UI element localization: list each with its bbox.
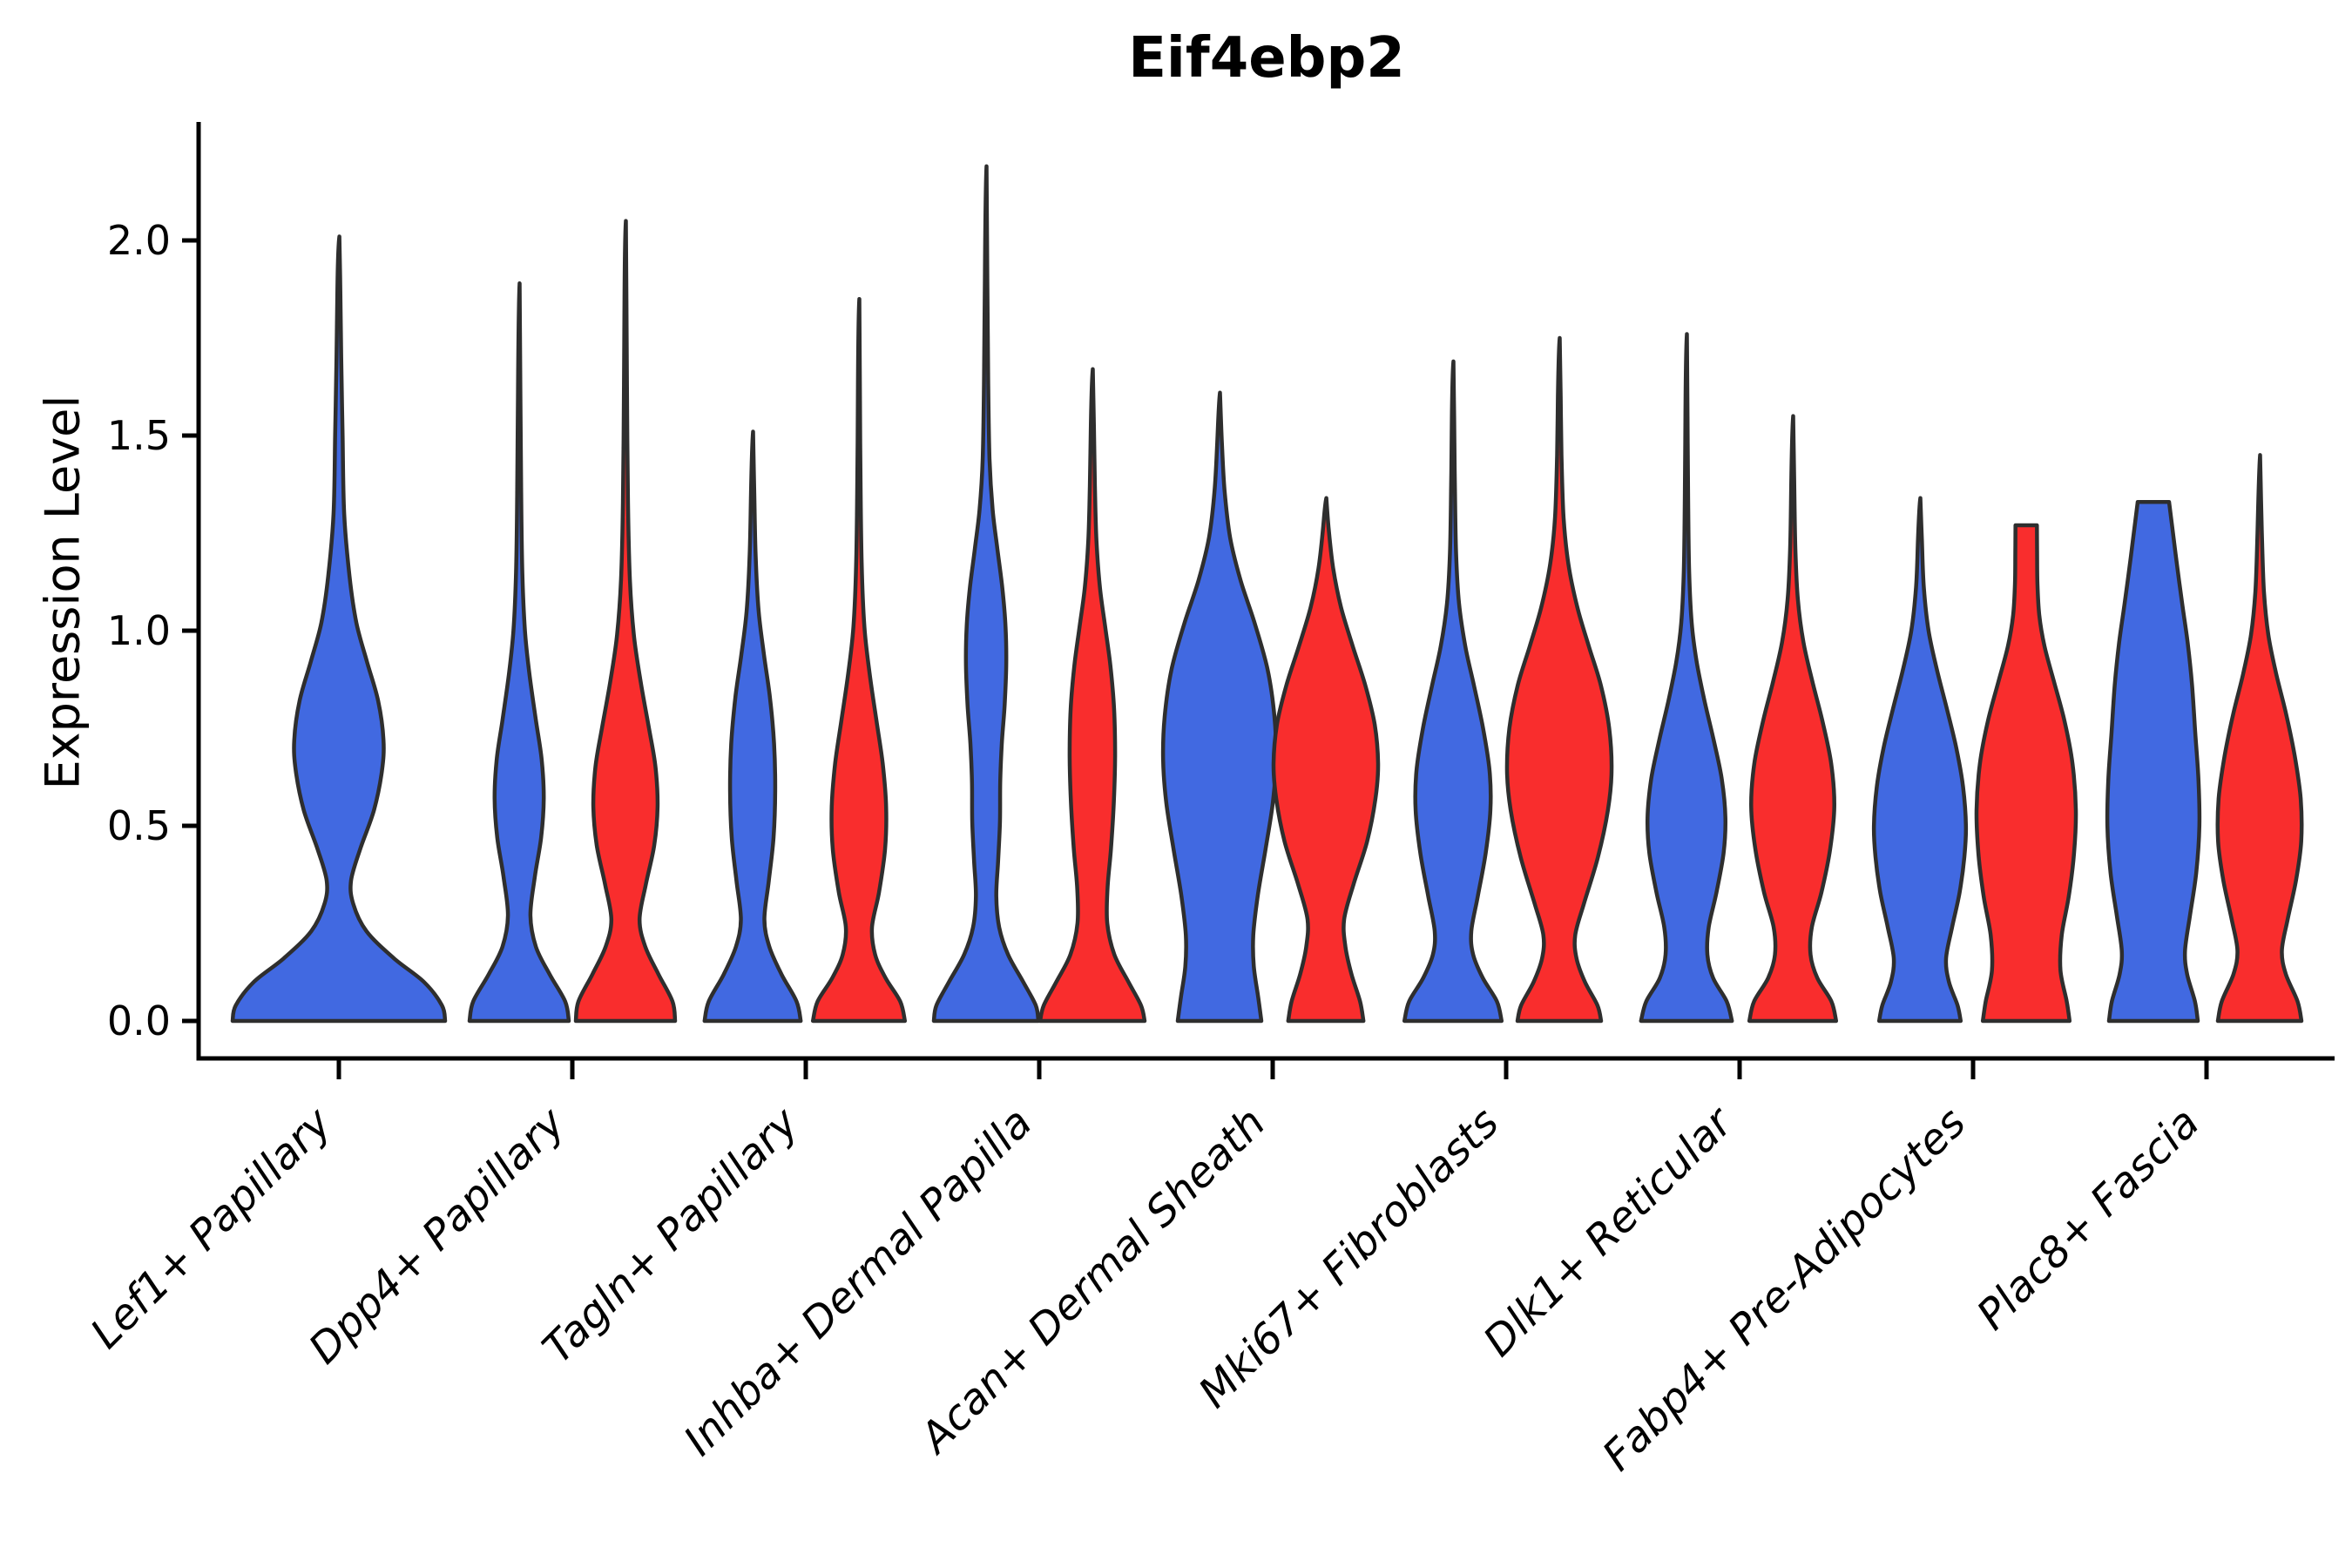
x-tick-label: Dpp4+ Papillary [300, 1098, 575, 1373]
violin-tagln-papillary-blue [702, 429, 803, 1024]
violin-dpp4-papillary-blue [467, 281, 571, 1024]
violin-dlk1-reticular-red [1747, 414, 1839, 1024]
x-tick-label: Tagln+ Papillary [533, 1098, 808, 1373]
violin-fabp4-pre-adipocytes-blue [1871, 496, 1969, 1024]
chart-title: Eif4ebp2 [1128, 26, 1405, 91]
y-tick-label: 0.0 [107, 997, 171, 1044]
violin-dpp4-papillary-red [573, 219, 678, 1024]
violin-inhba-dermal-papilla-blue [931, 164, 1041, 1024]
violin-plac8-fascia-red [2215, 453, 2304, 1024]
x-tick-label: Dlk1+ Reticular [1474, 1097, 1744, 1367]
violin-plac8-fascia-blue [2105, 499, 2202, 1024]
violin-fabp4-pre-adipocytes-red [1974, 523, 2078, 1024]
violin-mki67-fibroblasts-red [1504, 335, 1614, 1024]
violin-dlk1-reticular-blue [1639, 332, 1734, 1024]
x-tick-label: Plac8+ Fascia [1968, 1098, 2209, 1340]
x-tick-label: Lef1+ Papillary [81, 1098, 341, 1358]
y-tick-label: 1.0 [107, 607, 171, 654]
y-tick-label: 1.5 [107, 412, 171, 459]
violin-lef1-papillary-blue [230, 234, 448, 1024]
violin-mki67-fibroblasts-blue [1402, 359, 1504, 1024]
y-tick-label: 0.5 [107, 802, 171, 849]
violin-tagln-papillary-red [810, 296, 908, 1024]
violin-acan-dermal-sheath-red [1271, 496, 1381, 1024]
y-tick-label: 2.0 [107, 217, 171, 264]
violin-inhba-dermal-papilla-red [1037, 367, 1147, 1024]
violin-acan-dermal-sheath-blue [1160, 390, 1279, 1024]
